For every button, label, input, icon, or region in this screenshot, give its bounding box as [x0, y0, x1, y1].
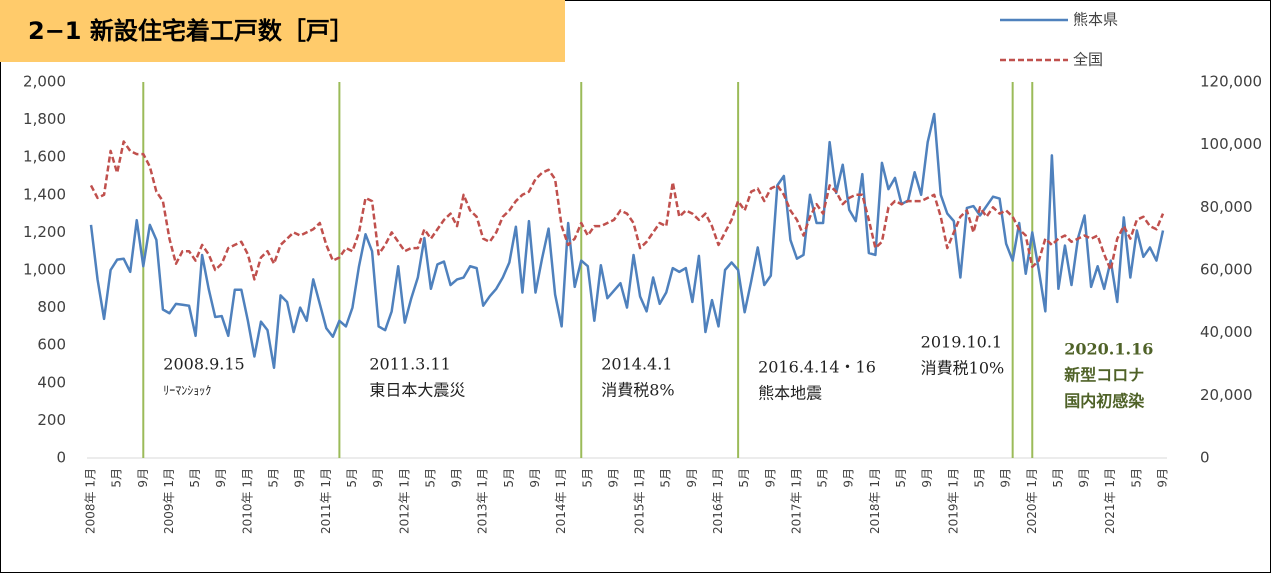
annotation: 消費税8%: [601, 381, 674, 400]
x-tick-label: 5月: [345, 468, 359, 488]
y-tick-label: 1,800: [23, 110, 66, 128]
x-tick-label: 9月: [606, 468, 620, 488]
legend-label: 全国: [1073, 51, 1103, 69]
x-tick-label: 9月: [1156, 468, 1170, 488]
x-tick-label: 2012年 1月: [397, 468, 411, 534]
annotation: 2011.3.11: [369, 355, 450, 374]
annotation: 東日本大震災: [369, 381, 465, 400]
y-tick-label: 1,600: [23, 148, 66, 166]
y-tick-label: 2,000: [23, 73, 66, 91]
x-tick-label: 9月: [293, 468, 307, 488]
x-tick-label: 2021年 1月: [1103, 468, 1117, 534]
x-tick-label: 5月: [1051, 468, 1065, 488]
x-tick-label: 5月: [423, 468, 437, 488]
x-tick-label: 2014年 1月: [554, 468, 568, 534]
x-tick-label: 2017年 1月: [789, 468, 803, 534]
title-box: [0, 0, 565, 62]
x-tick-label: 9月: [842, 468, 856, 488]
x-tick-label: 2015年 1月: [633, 468, 647, 534]
x-tick-label: 5月: [972, 468, 986, 488]
y-tick-label: 1,200: [23, 223, 66, 241]
x-tick-label: 5月: [737, 468, 751, 488]
y-tick-label: 600: [37, 336, 66, 354]
y2-tick-label: 40,000: [1200, 323, 1253, 341]
x-tick-label: 9月: [214, 468, 228, 488]
annotation: 2008.9.15: [163, 355, 244, 374]
x-tick-label: 2011年 1月: [319, 468, 333, 534]
y-tick-label: 800: [37, 298, 66, 316]
x-tick-label: 9月: [528, 468, 542, 488]
x-tick-label: 2008年 1月: [84, 468, 98, 534]
y2-tick-label: 80,000: [1200, 198, 1253, 216]
y2-tick-label: 20,000: [1200, 386, 1253, 404]
annotation: ﾘｰﾏﾝｼｮｯｸ: [163, 384, 211, 398]
x-tick-label: 9月: [450, 468, 464, 488]
series-line: [89, 112, 1165, 370]
x-tick-label: 9月: [371, 468, 385, 488]
x-tick-label: 9月: [999, 468, 1013, 488]
y2-tick-label: 0: [1200, 449, 1210, 467]
x-tick-label: 2010年 1月: [240, 468, 254, 534]
annotation: 2014.4.1: [601, 355, 672, 374]
x-tick-label: 5月: [580, 468, 594, 488]
y2-tick-label: 60,000: [1200, 261, 1253, 279]
chart-title: 2−1 新設住宅着工戸数［戸］: [28, 17, 354, 45]
x-tick-label: 5月: [502, 468, 516, 488]
x-tick-label: 9月: [920, 468, 934, 488]
annotation: 2019.10.1: [921, 333, 1002, 352]
x-tick-label: 2018年 1月: [868, 468, 882, 534]
annotation: 2020.1.16: [1064, 340, 1153, 359]
y2-tick-label: 100,000: [1200, 135, 1262, 153]
x-tick-label: 9月: [136, 468, 150, 488]
x-tick-label: 5月: [1129, 468, 1143, 488]
annotation: 熊本地震: [758, 384, 822, 403]
y-tick-label: 1,000: [23, 261, 66, 279]
x-tick-label: 2013年 1月: [476, 468, 490, 534]
x-tick-label: 9月: [763, 468, 777, 488]
x-tick-label: 2009年 1月: [162, 468, 176, 534]
x-tick-label: 9月: [685, 468, 699, 488]
x-tick-label: 2020年 1月: [1025, 468, 1039, 534]
y-tick-label: 400: [37, 373, 66, 391]
x-tick-label: 5月: [894, 468, 908, 488]
x-tick-label: 9月: [1077, 468, 1091, 488]
series-line: [89, 140, 1165, 281]
x-tick-label: 5月: [110, 468, 124, 488]
legend-label: 熊本県: [1073, 11, 1118, 29]
annotation: 新型コロナ: [1064, 366, 1144, 385]
y2-tick-label: 120,000: [1200, 73, 1262, 91]
y-tick-label: 200: [37, 411, 66, 429]
annotation: 消費税10%: [921, 359, 1005, 378]
x-tick-label: 5月: [816, 468, 830, 488]
annotation: 国内初感染: [1064, 392, 1145, 411]
x-tick-label: 2019年 1月: [946, 468, 960, 534]
x-tick-label: 5月: [267, 468, 281, 488]
x-tick-label: 2016年 1月: [711, 468, 725, 534]
x-tick-label: 5月: [659, 468, 673, 488]
y-tick-label: 0: [56, 449, 66, 467]
y-tick-label: 1,400: [23, 185, 66, 203]
x-tick-label: 5月: [188, 468, 202, 488]
annotation: 2016.4.14・16: [758, 358, 876, 377]
